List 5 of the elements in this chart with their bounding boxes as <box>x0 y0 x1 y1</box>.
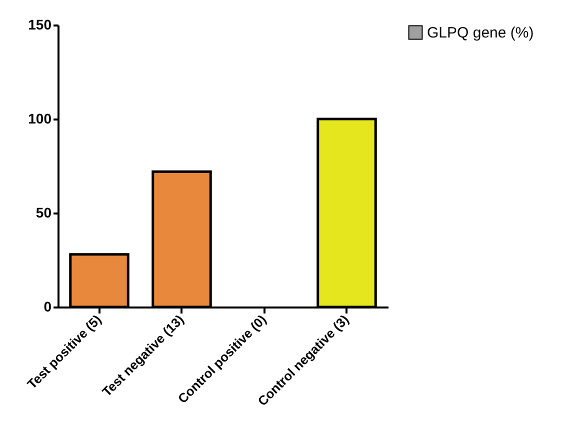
text: GLPQ gene (%) <box>427 24 534 42</box>
y-tick-label: 50 <box>36 204 52 220</box>
y-tick-label: 100 <box>28 110 52 126</box>
y-tick-label: 0 <box>44 298 52 314</box>
y-tick-label: 150 <box>28 16 52 32</box>
